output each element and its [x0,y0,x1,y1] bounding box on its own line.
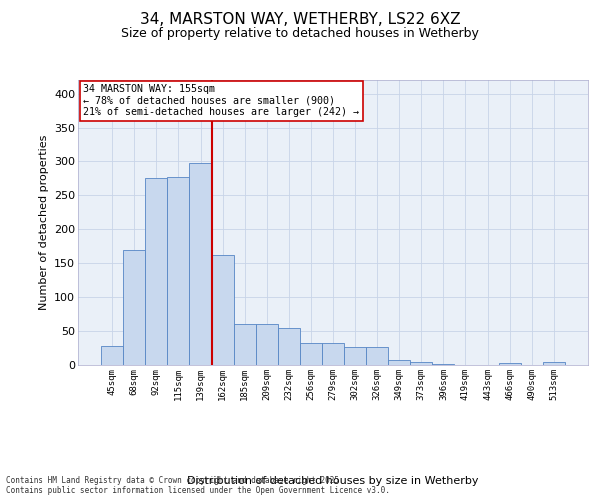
Bar [233,324,256,365]
Bar [256,324,278,365]
Bar [101,346,123,365]
Bar [123,250,145,365]
X-axis label: Distribution of detached houses by size in Wetherby: Distribution of detached houses by size … [187,476,479,486]
Text: Size of property relative to detached houses in Wetherby: Size of property relative to detached ho… [121,28,479,40]
Bar [190,164,212,365]
Bar [145,178,167,365]
Bar [433,364,454,365]
Bar [366,348,388,365]
Bar [322,342,344,365]
Bar [388,360,410,365]
Bar [344,348,366,365]
Bar [167,177,190,365]
Bar [212,255,233,365]
Text: 34 MARSTON WAY: 155sqm
← 78% of detached houses are smaller (900)
21% of semi-de: 34 MARSTON WAY: 155sqm ← 78% of detached… [83,84,359,117]
Bar [410,362,433,365]
Text: 34, MARSTON WAY, WETHERBY, LS22 6XZ: 34, MARSTON WAY, WETHERBY, LS22 6XZ [140,12,460,28]
Bar [278,328,300,365]
Bar [499,363,521,365]
Text: Contains HM Land Registry data © Crown copyright and database right 2025.
Contai: Contains HM Land Registry data © Crown c… [6,476,390,495]
Y-axis label: Number of detached properties: Number of detached properties [38,135,49,310]
Bar [300,342,322,365]
Bar [543,362,565,365]
